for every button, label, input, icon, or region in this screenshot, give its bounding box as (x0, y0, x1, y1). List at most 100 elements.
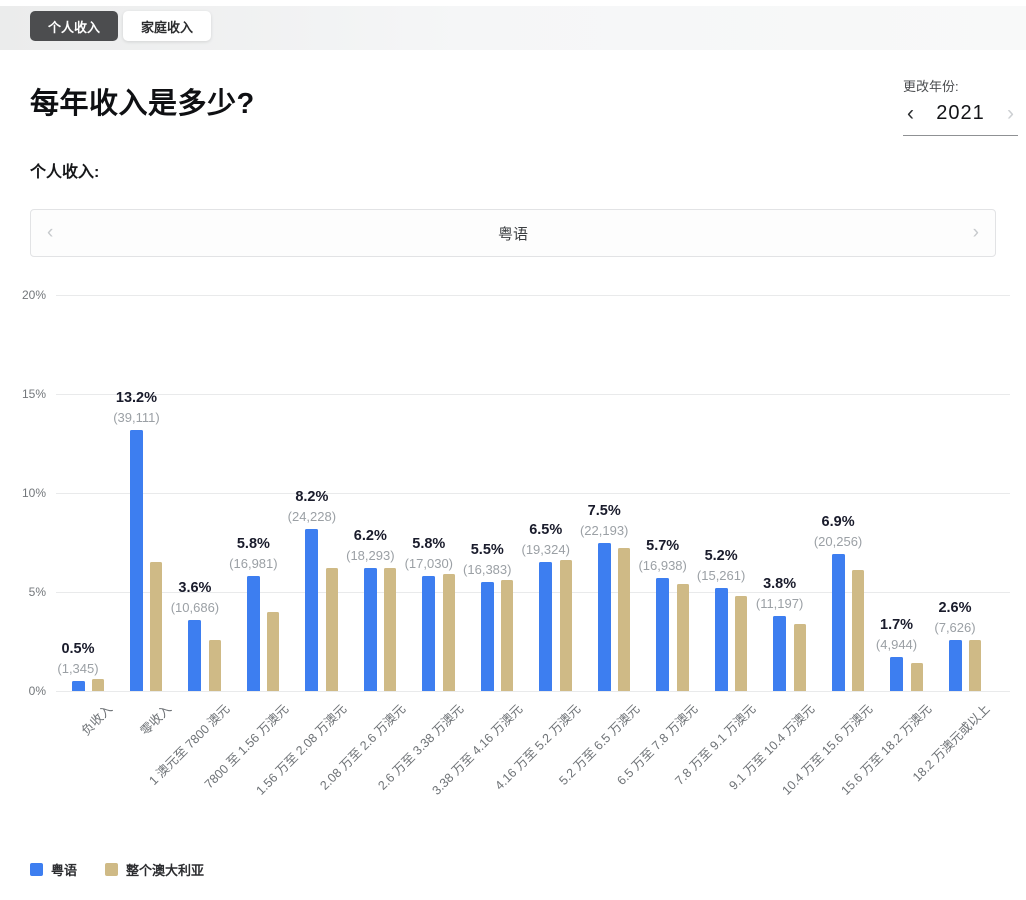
bar-australia[interactable] (150, 562, 163, 691)
bar-percent-label: 13.2% (115, 389, 158, 406)
bar-value-label: 13.2% (39,111) (70, 389, 202, 428)
bar-value-label: 0.5% (1,345) (12, 640, 144, 679)
carousel-next-button[interactable]: › (972, 222, 979, 243)
bar-count-label: (4,944) (875, 637, 918, 653)
y-axis-label: 15% (21, 387, 46, 401)
bar-cantonese[interactable] (948, 639, 962, 691)
bar-australia[interactable] (852, 570, 865, 691)
year-prev-button[interactable]: ‹ (907, 101, 914, 125)
tab-household-income[interactable]: 家庭收入 (123, 11, 212, 41)
bar-count-label: (16,938) (638, 558, 687, 574)
bar-percent-label: 6.9% (821, 514, 855, 531)
bar-count-label: (18,293) (346, 548, 395, 564)
bar-australia[interactable] (442, 574, 455, 691)
bar-count-label: (19,324) (521, 542, 570, 558)
bar-percent-label: 1.7% (880, 617, 914, 634)
legend-label-australia: 整个澳大利亚 (126, 863, 205, 878)
bar-cantonese[interactable] (773, 615, 787, 691)
bar-percent-label: 5.8% (412, 536, 446, 553)
bar-count-label: (39,111) (113, 409, 160, 425)
bar-australia[interactable] (92, 679, 104, 691)
bar-count-label: (15,261) (696, 568, 746, 584)
language-carousel: ‹ 粤语 › (30, 209, 996, 257)
bar-australia[interactable] (208, 639, 221, 691)
bar-cantonese[interactable] (71, 681, 85, 691)
bar-count-label: (10,686) (170, 599, 220, 615)
year-next-button[interactable]: › (1007, 101, 1014, 125)
y-axis-label: 5% (28, 585, 46, 599)
bar-cantonese[interactable] (129, 429, 143, 691)
bar-cantonese[interactable] (246, 576, 260, 691)
bar-value-label: 8.2% (24,228) (246, 488, 378, 527)
year-value: 2021 (936, 102, 985, 124)
legend-item-australia: 整个澳大利亚 (105, 860, 204, 879)
bar-cantonese[interactable] (890, 657, 904, 691)
bar-cantonese[interactable] (831, 554, 845, 691)
bar-value-label: 5.2% (15,261) (655, 547, 787, 586)
bar-cantonese[interactable] (656, 578, 670, 691)
bar-cantonese[interactable] (188, 619, 202, 691)
bar-percent-label: 5.5% (470, 542, 504, 559)
bar-percent-label: 7.5% (587, 502, 621, 519)
carousel-prev-button[interactable]: ‹ (47, 222, 54, 243)
bar-cantonese[interactable] (305, 528, 319, 691)
gridline (56, 691, 1010, 692)
bar-australia[interactable] (735, 595, 748, 691)
bar-australia[interactable] (384, 568, 397, 691)
bar-cantonese[interactable] (480, 582, 494, 691)
y-axis-label: 0% (28, 684, 46, 698)
bar-australia[interactable] (325, 568, 338, 691)
bar-count-label: (1,345) (57, 661, 99, 677)
income-type-tabs: 个人收入 家庭收入 (30, 11, 212, 41)
bar-count-label: (17,030) (404, 556, 453, 572)
bar-percent-label: 0.5% (61, 641, 95, 658)
carousel-selected-language: 粤语 (497, 225, 529, 243)
bar-count-label: (16,383) (463, 562, 512, 578)
bar-value-label: 5.8% (16,981) (187, 535, 319, 574)
y-axis-label: 10% (21, 486, 46, 500)
bar-cantonese[interactable] (422, 576, 436, 691)
page-title: 每年收入是多少? (30, 88, 255, 120)
bar-australia[interactable] (267, 611, 280, 691)
bar-percent-label: 2.6% (938, 599, 972, 616)
year-controls: ‹ 2021 › (903, 102, 1018, 136)
bar-australia[interactable] (969, 639, 981, 691)
bar-value-label: 6.2% (18,293) (304, 527, 436, 566)
bar-cantonese[interactable] (363, 568, 377, 691)
year-selector-label: 更改年份: (903, 79, 959, 94)
bar-australia[interactable] (910, 663, 923, 691)
bar-australia[interactable] (793, 623, 806, 691)
gridline (56, 295, 1010, 296)
bar-percent-label: 3.8% (763, 575, 797, 592)
bar-count-label: (20,256) (813, 534, 863, 550)
bar-australia[interactable] (501, 580, 514, 691)
bar-percent-label: 6.2% (353, 528, 387, 545)
gridline (56, 394, 1010, 395)
bar-australia[interactable] (676, 584, 689, 691)
tab-personal-income[interactable]: 个人收入 (30, 11, 119, 41)
bar-australia[interactable] (618, 548, 631, 691)
section-label: 个人收入: (30, 164, 100, 181)
gridline (56, 493, 1010, 494)
chart-legend: 粤语 整个澳大利亚 (30, 860, 204, 879)
y-axis-label: 20% (21, 288, 46, 302)
bar-percent-label: 5.8% (236, 536, 270, 553)
bar-percent-label: 5.7% (646, 538, 680, 555)
bar-value-label: 3.8% (11,197) (714, 575, 846, 614)
bar-value-label: 6.9% (20,256) (772, 513, 904, 552)
bar-cantonese[interactable] (597, 542, 611, 691)
bar-percent-label: 6.5% (529, 522, 563, 539)
bar-count-label: (7,626) (934, 619, 976, 635)
bar-cantonese[interactable] (714, 588, 728, 691)
legend-swatch-cantonese (30, 863, 43, 876)
bar-count-label: (11,197) (755, 595, 804, 611)
bar-value-label: 5.8% (17,030) (363, 535, 495, 574)
legend-swatch-australia (105, 863, 119, 876)
bar-chart: 0% 5% 10% 15% 20% 0.5% (1,345) 负收入 13.2% (39,111)… (0, 278, 1026, 840)
bar-australia[interactable] (559, 560, 572, 691)
bar-value-label: 1.7% (4,944) (831, 616, 963, 655)
bar-value-label: 7.5% (22,193) (538, 502, 670, 541)
bar-cantonese[interactable] (539, 562, 553, 691)
bar-percent-label: 8.2% (295, 488, 329, 505)
